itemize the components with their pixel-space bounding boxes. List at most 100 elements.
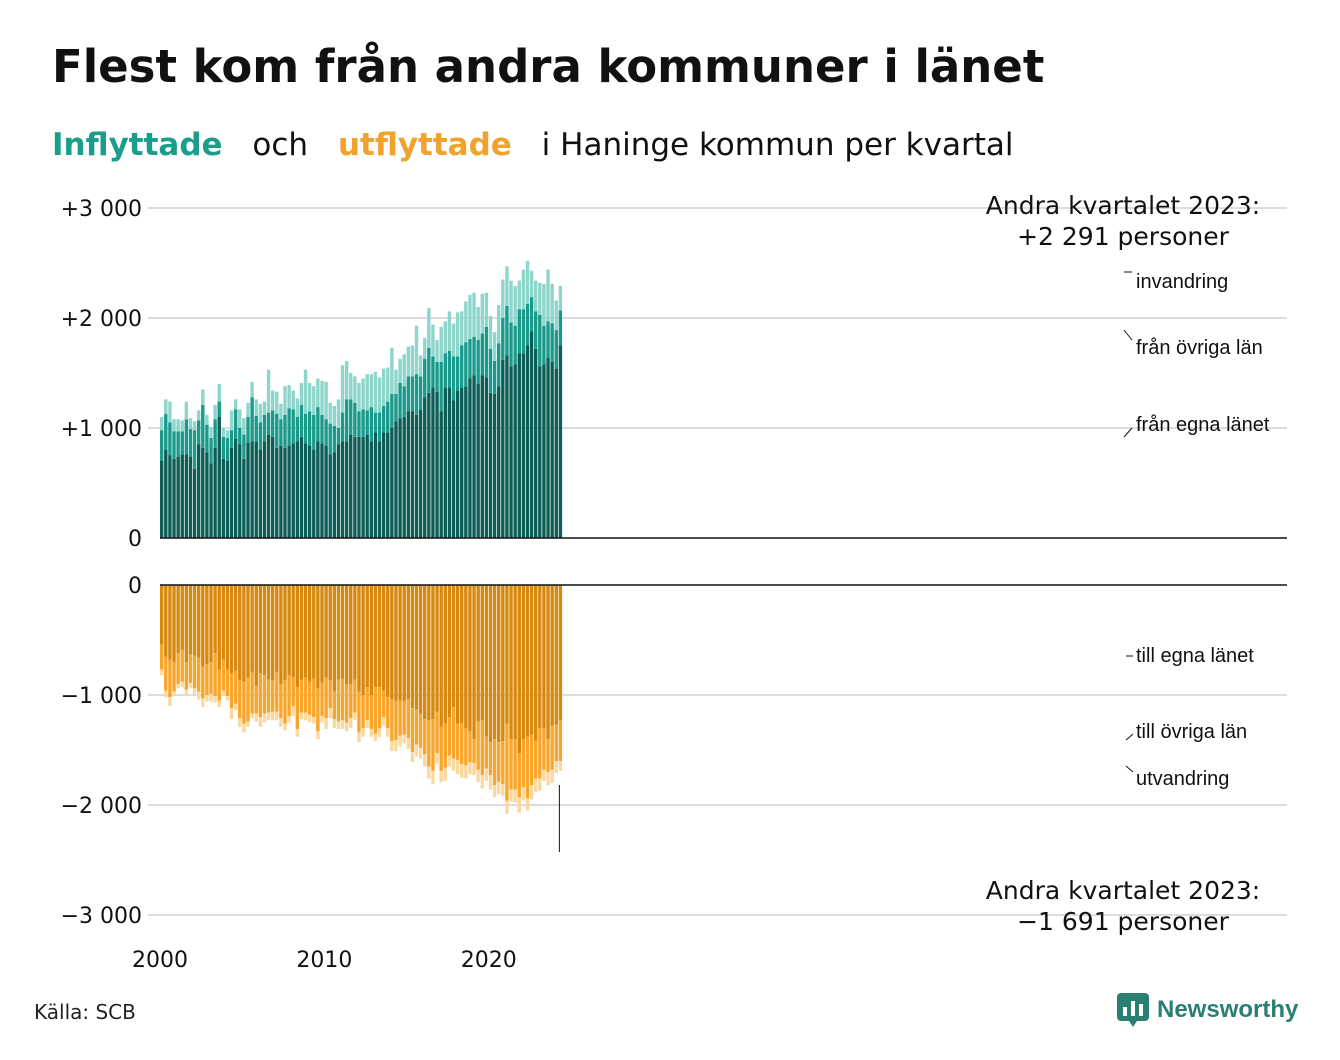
- bar-in-segment: [480, 293, 484, 334]
- subtitle-out-word: utflyttade: [337, 127, 512, 163]
- bar-in-segment: [497, 343, 501, 387]
- bar-in-segment: [164, 399, 168, 414]
- bar-in-segment: [554, 300, 558, 331]
- bar-out-segment: [517, 797, 521, 813]
- bar-in-segment: [328, 423, 332, 455]
- series-label-leader: [1123, 427, 1133, 438]
- bar-out-segment: [423, 719, 427, 755]
- bar-out-segment: [443, 767, 447, 781]
- bar-out-segment: [316, 731, 320, 739]
- bar-out-segment: [521, 787, 526, 801]
- bar-out-segment: [349, 585, 353, 684]
- bar-in-segment: [476, 340, 480, 384]
- bar-in-segment: [464, 301, 468, 343]
- bar-out-segment: [209, 662, 213, 694]
- bar-out-segment: [534, 585, 538, 742]
- bar-out-segment: [513, 789, 517, 803]
- bar-in-segment: [460, 311, 464, 346]
- bar-in-segment: [340, 441, 345, 538]
- bar-out-segment: [188, 654, 193, 683]
- bar-out-segment: [538, 728, 542, 779]
- bar-in-segment: [550, 283, 554, 324]
- bar-out-segment: [303, 712, 308, 721]
- x-tick-label: 2010: [296, 948, 352, 973]
- bar-in-segment: [546, 269, 550, 322]
- bar-in-segment: [246, 417, 250, 443]
- bar-in-segment: [398, 418, 402, 538]
- bar-in-segment: [266, 369, 271, 413]
- bar-out-segment: [279, 585, 283, 684]
- bar-out-segment: [509, 739, 513, 790]
- bar-in-segment: [279, 445, 283, 538]
- bar-out-segment: [291, 706, 295, 716]
- bar-out-segment: [238, 718, 242, 727]
- bar-in-segment: [217, 417, 221, 538]
- bar-out-segment: [242, 585, 246, 682]
- bar-out-segment: [505, 585, 509, 724]
- bar-in-segment: [410, 376, 415, 412]
- bar-in-segment: [295, 417, 300, 442]
- y-tick-label: 0: [128, 574, 142, 599]
- bar-in-segment: [201, 404, 205, 448]
- bar-out-segment: [394, 700, 398, 741]
- bar-out-segment: [546, 772, 550, 786]
- bar-out-segment: [324, 677, 328, 719]
- bar-out-segment: [275, 585, 279, 672]
- bar-in-segment: [435, 340, 439, 362]
- bar-out-segment: [205, 664, 209, 695]
- bar-out-segment: [233, 703, 238, 711]
- bar-out-segment: [534, 741, 538, 779]
- bar-out-segment: [250, 713, 254, 719]
- series-label-in: från övriga län: [1136, 337, 1263, 359]
- bar-in-segment: [192, 421, 197, 431]
- bar-in-segment: [353, 436, 357, 538]
- bar-out-segment: [303, 677, 308, 713]
- bar-out-segment: [525, 585, 530, 737]
- bar-out-segment: [550, 585, 554, 726]
- bar-in-segment: [488, 392, 493, 538]
- bar-out-segment: [451, 585, 456, 708]
- bar-out-segment: [320, 585, 324, 683]
- bar-in-segment: [246, 402, 250, 417]
- bar-out-segment: [258, 673, 263, 717]
- bar-out-segment: [279, 718, 283, 727]
- bar-in-segment: [266, 412, 271, 435]
- bar-out-segment: [525, 736, 530, 799]
- bar-out-segment: [316, 688, 320, 732]
- bar-in-segment: [316, 407, 320, 442]
- bar-in-segment: [312, 386, 316, 415]
- bar-in-segment: [160, 430, 164, 461]
- bar-in-segment: [307, 411, 312, 446]
- bar-out-segment: [233, 585, 238, 671]
- bar-out-segment: [558, 585, 563, 721]
- bar-in-segment: [365, 434, 369, 538]
- bar-out-segment: [250, 671, 254, 714]
- bar-in-segment: [172, 458, 176, 538]
- bar-in-segment: [464, 342, 468, 387]
- bar-out-segment: [460, 764, 464, 778]
- bar-out-segment: [188, 682, 193, 689]
- bar-out-segment: [164, 585, 168, 657]
- bar-in-segment: [476, 307, 480, 340]
- bar-in-segment: [550, 323, 554, 362]
- bar-out-segment: [542, 585, 546, 728]
- bar-in-segment: [209, 463, 213, 538]
- bar-out-segment: [201, 585, 205, 667]
- bar-in-segment: [513, 286, 517, 326]
- bar-out-segment: [542, 728, 546, 770]
- bar-out-segment: [213, 653, 217, 697]
- bar-out-segment: [205, 585, 209, 665]
- bar-out-segment: [439, 726, 443, 771]
- bar-in-segment: [340, 412, 345, 442]
- bar-out-segment: [529, 585, 534, 735]
- bar-in-segment: [164, 413, 168, 450]
- bar-out-segment: [488, 585, 493, 743]
- bar-in-segment: [357, 382, 361, 412]
- bar-out-segment: [447, 585, 452, 717]
- bar-in-segment: [455, 312, 460, 357]
- bar-out-segment: [554, 761, 558, 774]
- bar-out-segment: [501, 585, 505, 742]
- bar-out-segment: [365, 585, 369, 688]
- bar-in-segment: [558, 310, 563, 346]
- bar-out-segment: [542, 769, 546, 781]
